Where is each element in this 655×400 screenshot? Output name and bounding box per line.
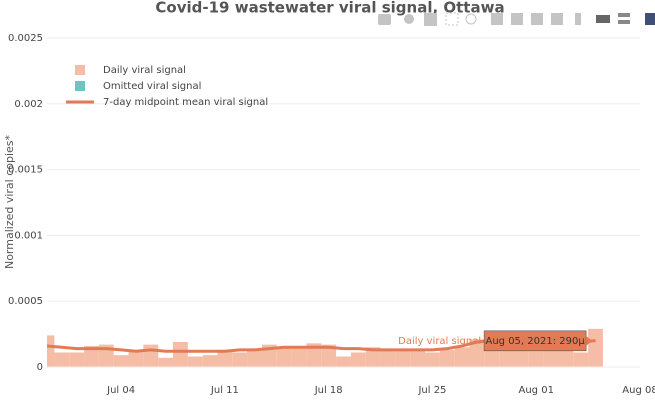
y-tick-label: 0.0015 <box>8 165 43 176</box>
x-tick-label: Jul 11 <box>210 385 239 396</box>
bar <box>202 355 218 367</box>
zoom-out-button[interactable] <box>511 13 523 25</box>
bar <box>439 349 455 367</box>
hover-pointer <box>586 335 593 346</box>
x-tick-label: Jul 04 <box>106 385 135 396</box>
bar <box>187 356 203 367</box>
x-tick-label: Jul 25 <box>417 385 446 396</box>
bar <box>47 335 55 367</box>
bar <box>365 347 381 367</box>
bar <box>84 345 99 367</box>
hover-text: Aug 05, 2021: 290µ <box>485 336 585 347</box>
hover-compare-button[interactable] <box>618 13 630 17</box>
y-axis-label: Normalized viral copies* <box>3 134 16 269</box>
bar <box>113 355 129 367</box>
bar <box>380 348 396 367</box>
x-tick-label: Aug 01 <box>519 385 554 396</box>
bar <box>543 347 559 367</box>
bar <box>306 343 322 367</box>
spike-button[interactable] <box>575 13 581 25</box>
bar <box>232 352 248 367</box>
bar <box>350 352 366 367</box>
toolbar <box>378 12 655 26</box>
legend-label: Daily viral signal <box>103 65 186 76</box>
autoscale-button[interactable] <box>531 13 543 25</box>
y-tick-label: 0.001 <box>14 230 43 241</box>
y-tick-label: 0.0025 <box>8 33 43 44</box>
bar <box>143 344 159 367</box>
bar <box>247 349 262 367</box>
bar <box>573 352 589 367</box>
hover-closest-button[interactable] <box>596 15 610 23</box>
bar <box>128 349 144 367</box>
chart-title: Covid-19 wastewater viral signal, Ottawa <box>155 0 504 17</box>
bar <box>291 348 307 367</box>
bar <box>54 352 70 367</box>
bar <box>217 349 233 367</box>
bar <box>336 356 351 367</box>
x-tick-label: Jul 18 <box>314 385 343 396</box>
bar <box>454 347 470 367</box>
bar <box>410 349 426 367</box>
bar <box>395 348 411 367</box>
select-button[interactable] <box>445 12 459 26</box>
bar <box>588 328 603 367</box>
pan-button[interactable] <box>424 13 437 26</box>
bar <box>321 344 337 367</box>
legend-swatch <box>75 65 85 75</box>
bar <box>528 348 544 367</box>
zoom-button[interactable] <box>404 14 414 24</box>
plotly-logo[interactable] <box>645 13 655 25</box>
reset-button[interactable] <box>551 13 563 25</box>
legend-swatch <box>75 81 85 91</box>
y-tick-label: 0.0005 <box>8 296 43 307</box>
bar <box>69 352 85 367</box>
x-tick-label: Aug 08 <box>622 385 655 396</box>
zoom-in-button[interactable] <box>491 13 503 25</box>
bar <box>276 347 292 367</box>
y-tick-label: 0 <box>37 362 43 373</box>
bar <box>469 339 485 367</box>
legend-label: Omitted viral signal <box>103 81 201 92</box>
bar <box>425 352 440 367</box>
bar <box>158 357 174 367</box>
camera-button[interactable] <box>378 14 391 25</box>
bar <box>173 341 188 367</box>
hover-compare-button[interactable] <box>618 20 630 24</box>
lasso-button[interactable] <box>465 13 477 25</box>
legend-label: 7-day midpoint mean viral signal <box>103 97 268 108</box>
hover-name: Daily viral signal <box>398 336 481 347</box>
y-tick-label: 0.002 <box>14 99 43 110</box>
